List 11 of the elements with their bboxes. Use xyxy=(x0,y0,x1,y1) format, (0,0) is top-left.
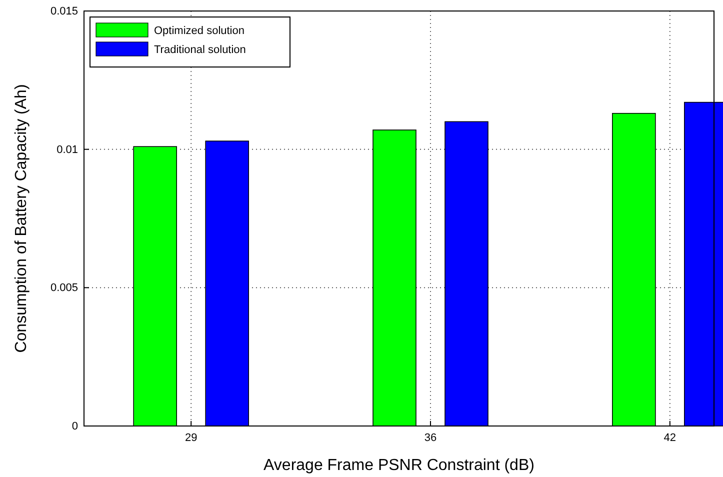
legend-label: Traditional solution xyxy=(154,44,246,56)
y-tick-label: 0.01 xyxy=(56,144,78,156)
x-axis-title: Average Frame PSNR Constraint (dB) xyxy=(264,457,534,474)
legend-label: Optimized solution xyxy=(154,25,244,37)
y-axis-title: Consumption of Battery Capacity (Ah) xyxy=(13,84,30,353)
x-tick-label: 36 xyxy=(424,432,437,444)
y-tick-label: 0.005 xyxy=(50,282,78,294)
x-tick-label: 42 xyxy=(664,432,676,444)
x-tick-label: 29 xyxy=(184,432,198,444)
y-tick-label: 0.015 xyxy=(50,6,78,18)
y-tick-label: 0 xyxy=(72,420,78,433)
